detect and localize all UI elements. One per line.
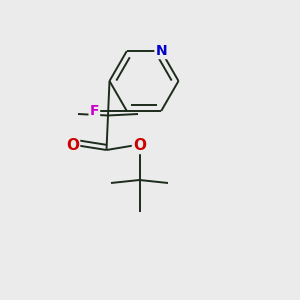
Text: F: F: [90, 104, 99, 118]
Text: O: O: [133, 138, 146, 153]
Text: N: N: [155, 44, 167, 58]
Text: O: O: [66, 138, 79, 153]
